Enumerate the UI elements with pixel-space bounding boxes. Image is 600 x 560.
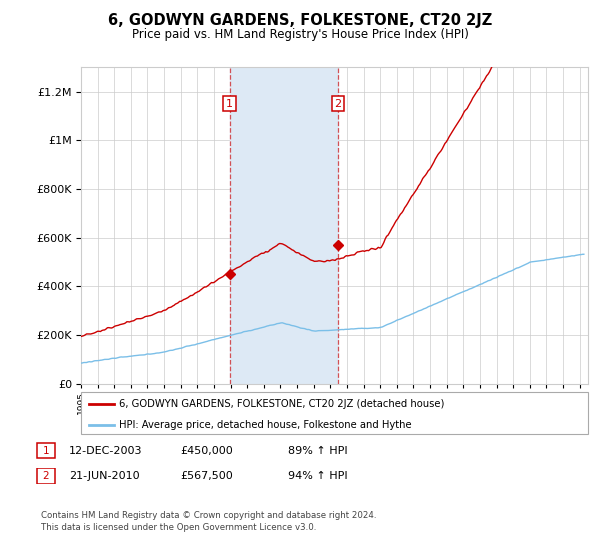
Text: 12-DEC-2003: 12-DEC-2003 — [69, 446, 143, 456]
Text: 6, GODWYN GARDENS, FOLKESTONE, CT20 2JZ: 6, GODWYN GARDENS, FOLKESTONE, CT20 2JZ — [108, 13, 492, 27]
Bar — [230, 67, 338, 384]
Text: 94% ↑ HPI: 94% ↑ HPI — [288, 471, 347, 481]
Text: HPI: Average price, detached house, Folkestone and Hythe: HPI: Average price, detached house, Folk… — [119, 420, 412, 430]
FancyBboxPatch shape — [37, 468, 55, 484]
Text: 2: 2 — [43, 471, 49, 481]
Text: Contains HM Land Registry data © Crown copyright and database right 2024.
This d: Contains HM Land Registry data © Crown c… — [41, 511, 376, 531]
Text: 21-JUN-2010: 21-JUN-2010 — [69, 471, 140, 481]
Text: Price paid vs. HM Land Registry's House Price Index (HPI): Price paid vs. HM Land Registry's House … — [131, 28, 469, 41]
Text: 1: 1 — [43, 446, 49, 456]
FancyBboxPatch shape — [81, 392, 588, 434]
Text: 6, GODWYN GARDENS, FOLKESTONE, CT20 2JZ (detached house): 6, GODWYN GARDENS, FOLKESTONE, CT20 2JZ … — [119, 399, 445, 409]
Text: 89% ↑ HPI: 89% ↑ HPI — [288, 446, 347, 456]
Text: £567,500: £567,500 — [180, 471, 233, 481]
Text: £450,000: £450,000 — [180, 446, 233, 456]
Text: 1: 1 — [226, 99, 233, 109]
FancyBboxPatch shape — [37, 444, 55, 458]
Text: 2: 2 — [335, 99, 342, 109]
